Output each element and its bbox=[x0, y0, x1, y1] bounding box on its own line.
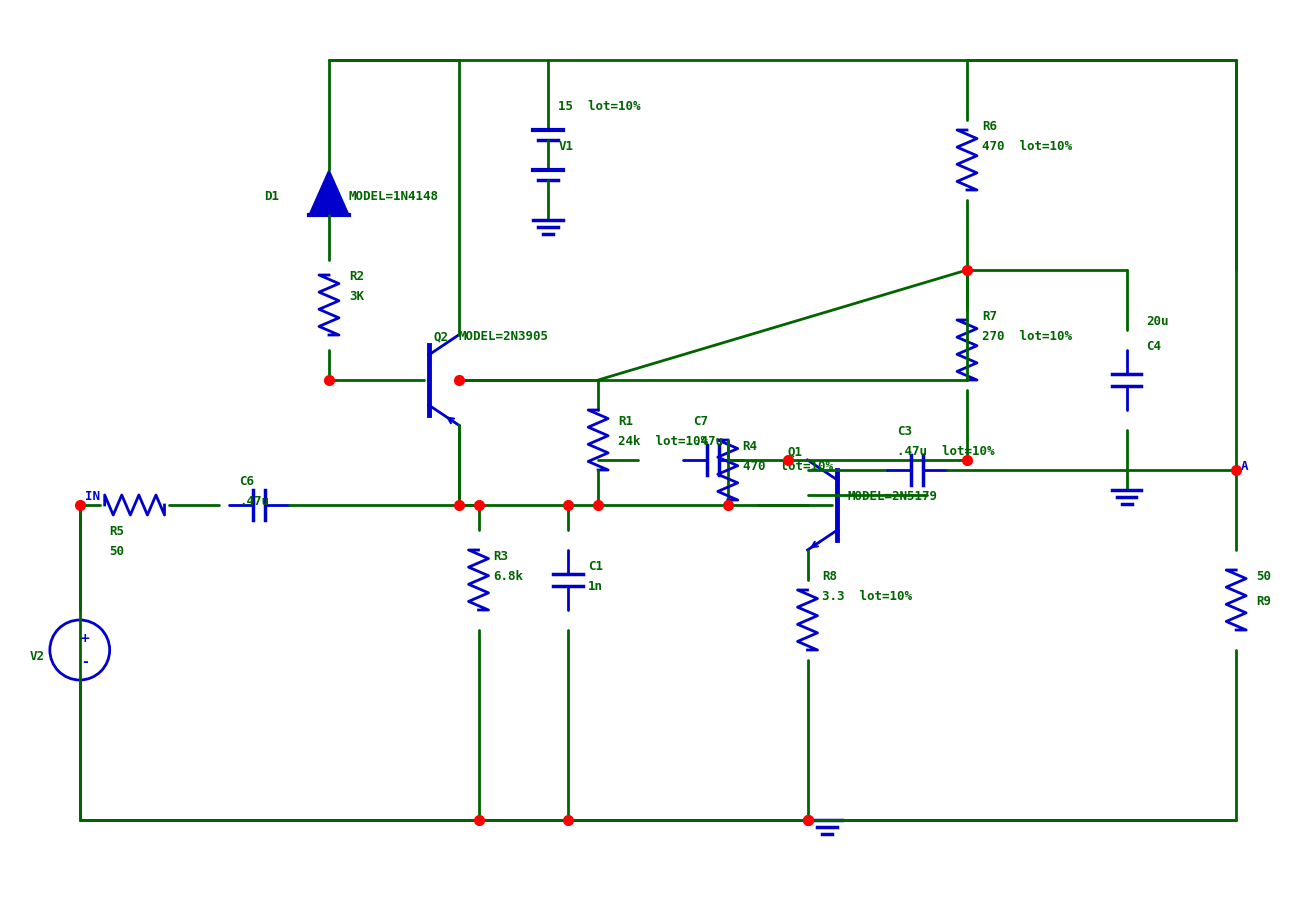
Text: R3: R3 bbox=[494, 550, 508, 563]
Text: C1: C1 bbox=[588, 560, 603, 573]
Text: 3.3  lot=10%: 3.3 lot=10% bbox=[823, 590, 912, 603]
Text: 470  lot=10%: 470 lot=10% bbox=[743, 460, 833, 473]
Text: R1: R1 bbox=[618, 415, 632, 428]
Text: MODEL=2N5179: MODEL=2N5179 bbox=[848, 490, 937, 503]
Text: .47u: .47u bbox=[240, 495, 270, 508]
Text: R7: R7 bbox=[982, 310, 997, 323]
Text: -: - bbox=[82, 655, 88, 669]
Text: C3: C3 bbox=[897, 425, 912, 438]
Text: Q1: Q1 bbox=[788, 445, 802, 458]
Text: .47u: .47u bbox=[693, 435, 723, 448]
Text: R4: R4 bbox=[743, 440, 758, 453]
Text: MODEL=1N4148: MODEL=1N4148 bbox=[349, 190, 439, 203]
Text: 50: 50 bbox=[1256, 570, 1271, 583]
Text: MODEL=2N3905: MODEL=2N3905 bbox=[459, 330, 548, 343]
Text: R5: R5 bbox=[110, 525, 124, 538]
Text: V1: V1 bbox=[559, 140, 573, 153]
Text: C6: C6 bbox=[240, 475, 254, 488]
Polygon shape bbox=[308, 170, 349, 215]
Text: 270  lot=10%: 270 lot=10% bbox=[982, 330, 1072, 343]
Text: 6.8k: 6.8k bbox=[494, 570, 524, 583]
Text: A: A bbox=[1242, 460, 1248, 473]
Text: D1: D1 bbox=[264, 190, 279, 203]
Text: 15  lot=10%: 15 lot=10% bbox=[559, 100, 640, 113]
Text: 24k  lot=10%: 24k lot=10% bbox=[618, 435, 708, 448]
Text: V2: V2 bbox=[30, 650, 45, 663]
Text: C4: C4 bbox=[1147, 340, 1161, 353]
Text: 3K: 3K bbox=[349, 290, 364, 303]
Text: R2: R2 bbox=[349, 270, 364, 283]
Text: 50: 50 bbox=[110, 545, 124, 558]
Text: 20u: 20u bbox=[1147, 315, 1169, 328]
Text: C7: C7 bbox=[693, 415, 708, 428]
Text: R9: R9 bbox=[1256, 595, 1271, 608]
Text: +: + bbox=[79, 632, 89, 644]
Text: Q2: Q2 bbox=[434, 330, 448, 343]
Text: R8: R8 bbox=[823, 570, 837, 583]
Text: R6: R6 bbox=[982, 120, 997, 133]
Text: .47u  lot=10%: .47u lot=10% bbox=[897, 445, 995, 458]
Text: 470  lot=10%: 470 lot=10% bbox=[982, 140, 1072, 153]
Text: IN: IN bbox=[84, 490, 100, 503]
Text: 1n: 1n bbox=[588, 580, 603, 593]
